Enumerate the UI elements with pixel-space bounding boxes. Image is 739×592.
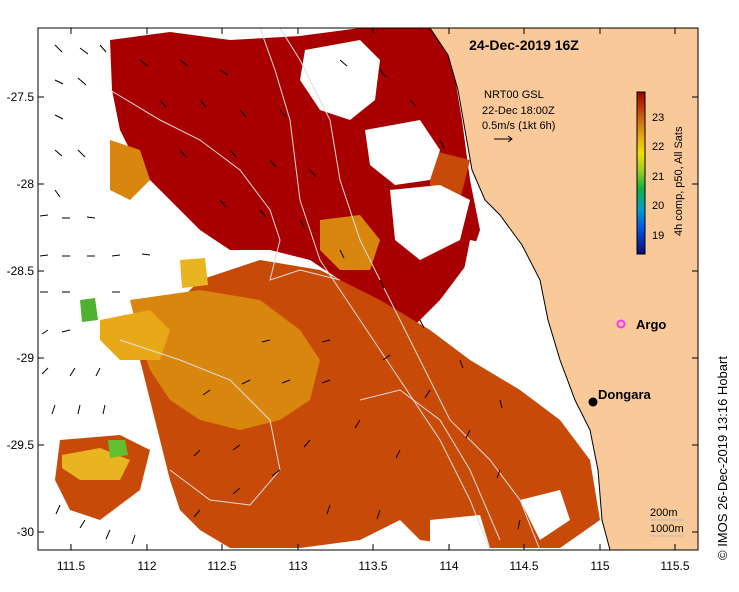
colorbar-tick: 21	[652, 171, 664, 183]
x-axis: 111.5 112 112.5 113 113.5 114 114.5 115 …	[57, 28, 690, 573]
y-tick-label: -29	[17, 351, 35, 365]
x-tick-label: 113	[288, 559, 307, 573]
x-tick-label: 114.5	[509, 559, 538, 573]
colorbar-tick: 23	[652, 112, 664, 124]
argo-label: Argo	[636, 317, 666, 332]
y-tick-label: -28	[17, 177, 35, 191]
colorbar: 23 22 21 20 19 4h comp, p50, All Sats	[636, 91, 685, 255]
bathymetry-contours	[109, 28, 541, 550]
contour-1000m-label: 1000m	[650, 523, 684, 535]
current-source: NRT00 GSL	[484, 89, 544, 101]
x-tick-label: 112	[137, 559, 156, 573]
y-tick-label: -28.5	[7, 264, 35, 278]
x-tick-label: 115.5	[660, 559, 689, 573]
y-axis: -27.5 -28 -28.5 -29 -29.5 -30	[7, 90, 698, 539]
map-title: 24-Dec-2019 16Z	[469, 37, 579, 53]
x-tick-label: 111.5	[57, 559, 86, 573]
colorbar-tick: 20	[652, 200, 664, 212]
x-tick-label: 113.5	[358, 559, 387, 573]
argo-marker[interactable]: Argo	[616, 317, 667, 332]
colorbar-label: 4h comp, p50, All Sats	[673, 126, 685, 236]
contour-200m-label: 200m	[650, 507, 678, 519]
y-tick-label: -29.5	[7, 438, 35, 452]
current-time: 22-Dec 18:00Z	[482, 105, 555, 117]
map-plot-area	[38, 28, 698, 550]
y-tick-label: -30	[17, 525, 35, 539]
y-tick-label: -27.5	[7, 90, 35, 104]
credit-text: © IMOS 26-Dec-2019 13:16 Hobart	[715, 356, 730, 560]
colorbar-tick: 22	[652, 141, 664, 153]
arrowhead-icon	[507, 135, 513, 143]
argo-float-icon	[616, 319, 626, 329]
coastline	[429, 28, 611, 550]
sst-field	[55, 28, 600, 548]
colorbar-ramp	[636, 91, 646, 255]
land-mass	[430, 28, 698, 550]
x-tick-label: 114	[439, 559, 458, 573]
current-legend: NRT00 GSL 22-Dec 18:00Z 0.5m/s (1kt 6h)	[482, 89, 555, 143]
x-tick-label: 112.5	[207, 559, 236, 573]
town-dot-icon	[588, 397, 598, 407]
contour-legend: 200m 1000m	[650, 507, 684, 537]
dongara-label: Dongara	[598, 387, 652, 402]
colorbar-tick: 19	[652, 230, 664, 242]
current-scale: 0.5m/s (1kt 6h)	[482, 120, 555, 132]
plot-frame	[37, 27, 699, 551]
current-vectors	[39, 44, 521, 545]
x-tick-label: 115	[590, 559, 609, 573]
dongara-marker[interactable]: Dongara	[588, 387, 652, 407]
